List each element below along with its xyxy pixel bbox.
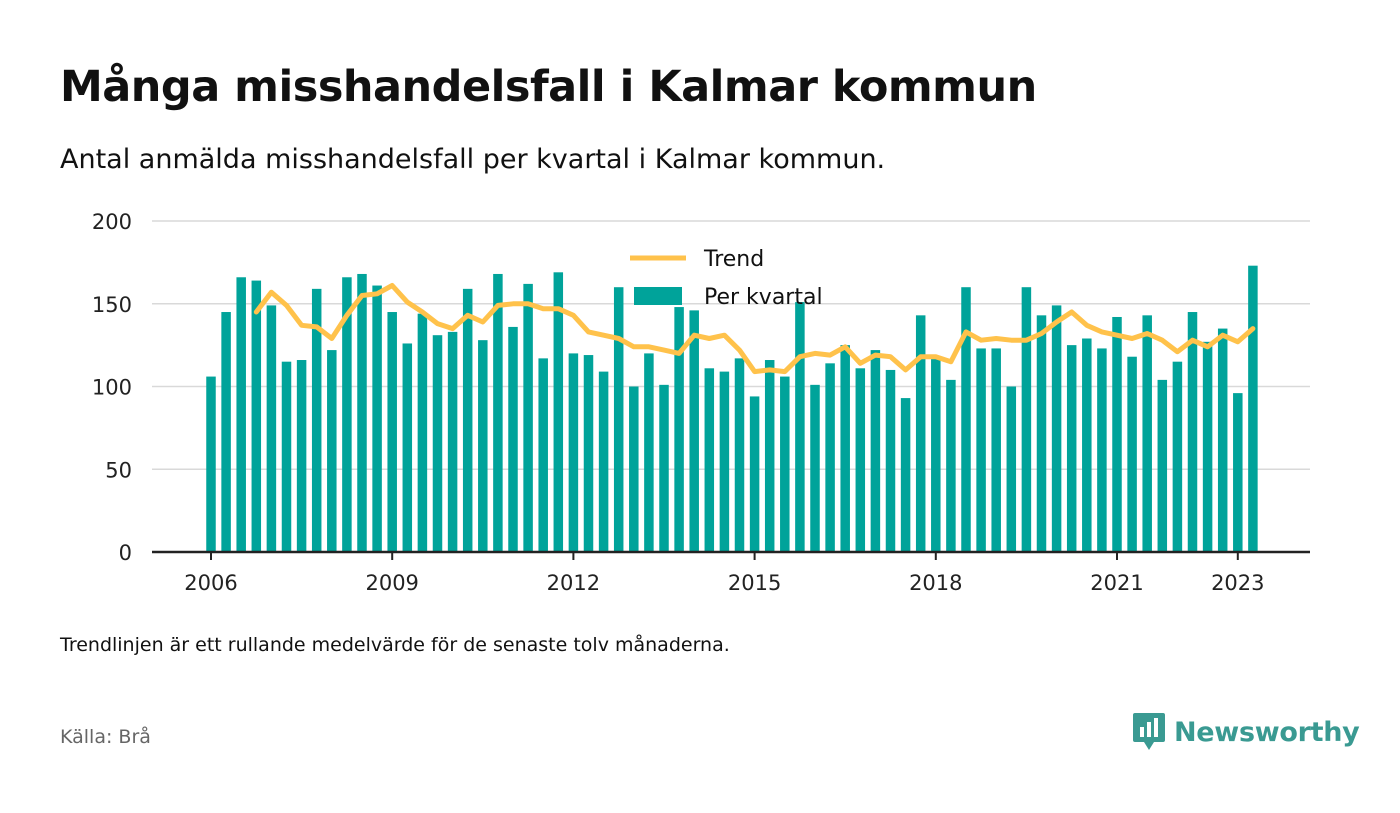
bar[interactable]	[780, 376, 790, 552]
y-tick-label: 0	[119, 541, 132, 565]
bar[interactable]	[281, 361, 292, 552]
x-tick-label: 2012	[547, 571, 600, 595]
bar[interactable]	[508, 326, 518, 552]
bar[interactable]	[432, 335, 443, 552]
bar[interactable]	[825, 363, 835, 552]
bar[interactable]	[840, 345, 850, 552]
bar[interactable]	[795, 302, 805, 552]
bar[interactable]	[387, 312, 397, 552]
bar[interactable]	[478, 340, 488, 552]
bar[interactable]	[1082, 338, 1092, 552]
bar[interactable]	[1006, 386, 1017, 553]
bar[interactable]	[734, 358, 745, 552]
bar[interactable]	[598, 371, 609, 552]
x-tick-label: 2006	[184, 571, 237, 595]
bar[interactable]	[236, 277, 246, 552]
bar[interactable]	[749, 396, 760, 552]
bar[interactable]	[1112, 316, 1122, 552]
bar[interactable]	[613, 287, 624, 552]
bar[interactable]	[1248, 265, 1258, 552]
x-tick-label: 2009	[365, 571, 418, 595]
bar[interactable]	[674, 307, 684, 552]
bar[interactable]	[946, 379, 956, 552]
bar[interactable]	[357, 273, 367, 552]
bar[interactable]	[870, 350, 881, 552]
chart-subtitle: Antal anmälda misshandelsfall per kvarta…	[60, 144, 886, 175]
y-tick-label: 150	[92, 293, 132, 317]
trend-layer	[253, 283, 1256, 375]
bar[interactable]	[764, 360, 775, 552]
bar[interactable]	[1066, 345, 1077, 552]
bar[interactable]	[1217, 328, 1228, 552]
chart: 0 50 100 150 200 2006 2009 2012 2015 2018 2021 2023…	[92, 210, 1310, 595]
bar[interactable]	[1202, 341, 1213, 552]
legend-bar-label: Per kvartal	[704, 285, 823, 310]
bar[interactable]	[1097, 348, 1107, 552]
bar[interactable]	[251, 280, 262, 552]
bar[interactable]	[1127, 356, 1137, 552]
bar[interactable]	[568, 353, 579, 552]
bar[interactable]	[1157, 379, 1168, 552]
bar[interactable]	[206, 376, 216, 552]
bar[interactable]	[1036, 315, 1047, 552]
bar[interactable]	[689, 310, 699, 552]
bar[interactable]	[327, 350, 337, 552]
x-tick-label: 2023	[1211, 571, 1264, 595]
bar[interactable]	[810, 384, 820, 552]
bar[interactable]	[493, 273, 503, 552]
y-tick-label: 50	[105, 458, 132, 482]
bar[interactable]	[447, 331, 458, 552]
brand-name: Newsworthy	[1174, 716, 1360, 748]
bar[interactable]	[583, 355, 594, 552]
bar[interactable]	[538, 358, 548, 552]
bar[interactable]	[221, 312, 231, 552]
bar[interactable]	[915, 315, 926, 552]
bar[interactable]	[900, 398, 911, 552]
x-tick-label: 2021	[1090, 571, 1143, 595]
bar[interactable]	[855, 368, 866, 552]
bar[interactable]	[462, 288, 473, 552]
legend: Trend Per kvartal	[630, 247, 823, 310]
x-tick-label: 2015	[728, 571, 781, 595]
bar[interactable]	[931, 358, 941, 552]
bar[interactable]	[704, 368, 715, 552]
bar[interactable]	[885, 369, 896, 552]
legend-bar-swatch	[634, 287, 682, 305]
bar[interactable]	[1142, 315, 1152, 552]
bar[interactable]	[523, 283, 533, 552]
axis-layer: 0 50 100 150 200 2006 2009 2012 2015 2018 2021 2023	[92, 210, 1310, 595]
bar[interactable]	[719, 371, 730, 552]
bar[interactable]	[1172, 361, 1183, 552]
bar[interactable]	[629, 386, 639, 553]
source-credit: Källa: Brå	[60, 726, 151, 748]
bars-layer	[206, 265, 1258, 553]
bar[interactable]	[976, 348, 986, 552]
chart-title: Många misshandelsfall i Kalmar kommun	[60, 62, 1037, 112]
y-tick-label: 100	[92, 376, 132, 400]
bar[interactable]	[644, 353, 654, 552]
bar[interactable]	[372, 285, 382, 552]
trend-line[interactable]	[253, 283, 1256, 375]
y-tick-label: 200	[92, 210, 132, 234]
newsworthy-logo-icon	[1133, 713, 1165, 750]
bar[interactable]	[311, 288, 322, 552]
bar[interactable]	[266, 305, 277, 552]
bar[interactable]	[991, 348, 1001, 552]
bar[interactable]	[961, 287, 971, 552]
bar[interactable]	[296, 360, 307, 552]
bar[interactable]	[1233, 393, 1243, 552]
bar[interactable]	[417, 313, 428, 552]
bar[interactable]	[1021, 287, 1032, 552]
bar[interactable]	[553, 272, 564, 552]
x-tick-label: 2018	[909, 571, 962, 595]
bar[interactable]	[659, 384, 669, 552]
bar[interactable]	[1051, 305, 1062, 552]
bar[interactable]	[342, 277, 352, 552]
footnote: Trendlinjen är ett rullande medelvärde f…	[60, 634, 730, 656]
brand-logo[interactable]: Newsworthy	[1132, 712, 1360, 752]
legend-trend-label: Trend	[703, 247, 764, 272]
bar[interactable]	[402, 343, 413, 552]
bar[interactable]	[1187, 312, 1198, 552]
